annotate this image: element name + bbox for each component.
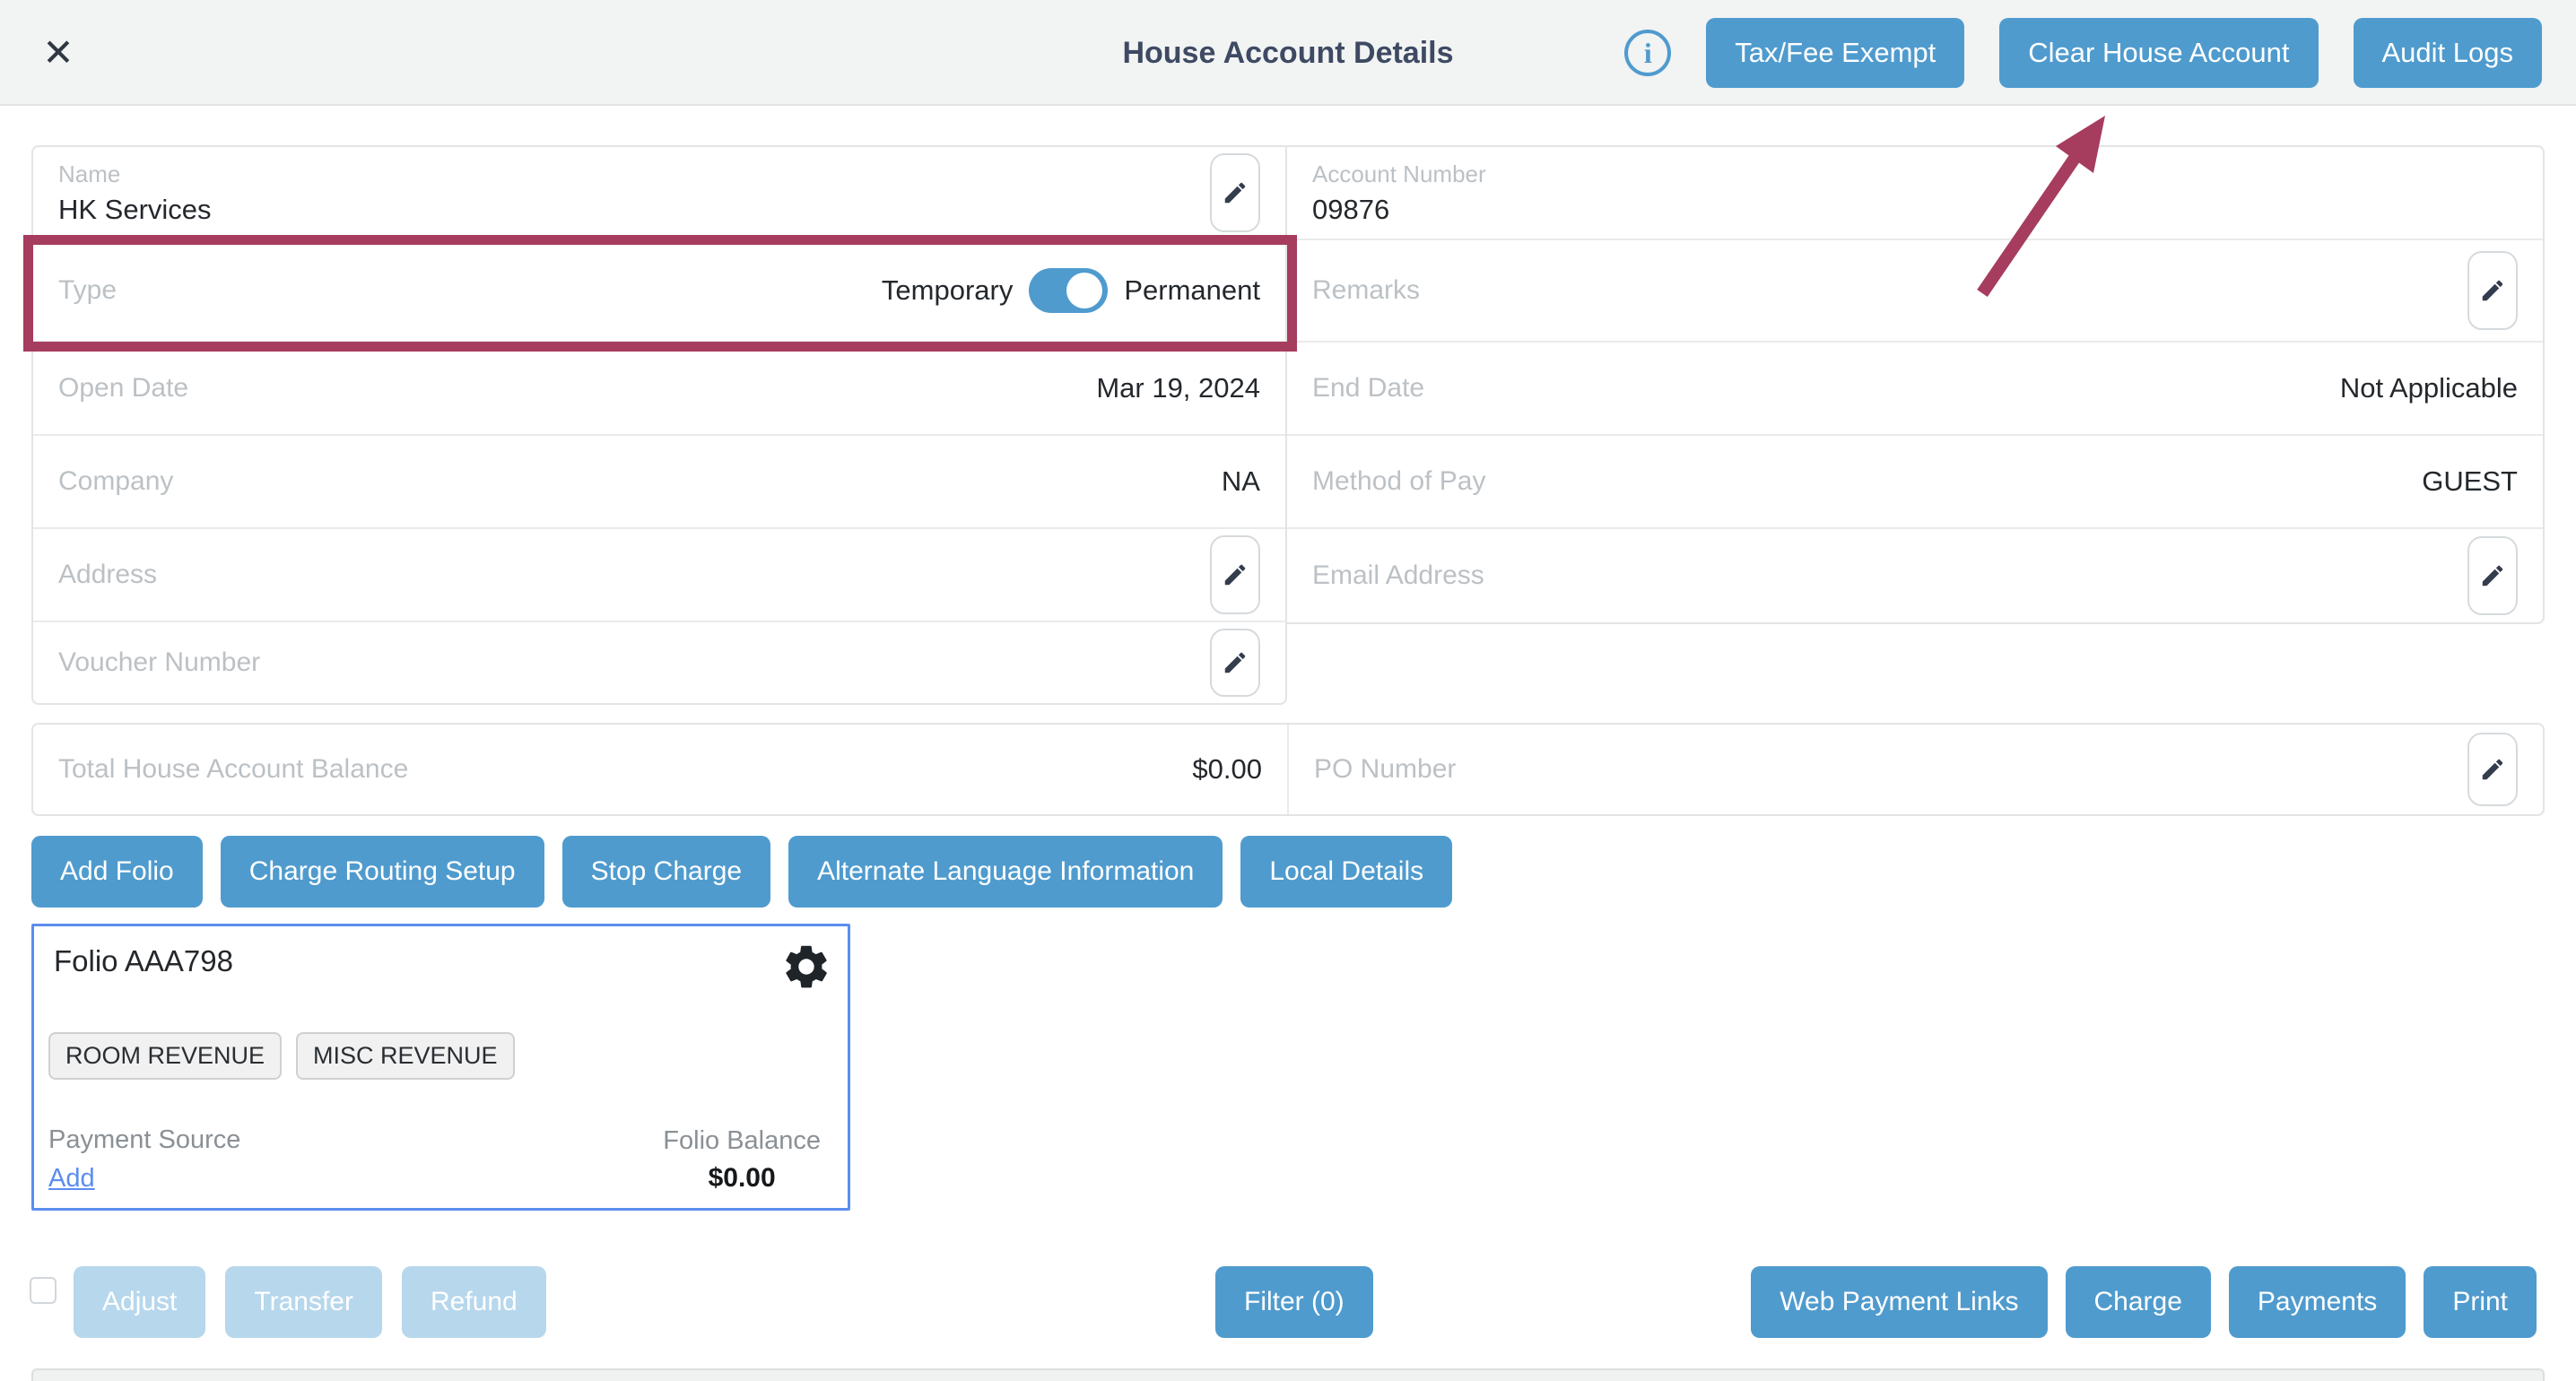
- edit-remarks-button[interactable]: [2467, 251, 2518, 330]
- web-payment-links-button[interactable]: Web Payment Links: [1751, 1266, 2048, 1338]
- edit-email-button[interactable]: [2467, 536, 2518, 615]
- folio-title: Folio AAA798: [54, 944, 233, 977]
- edit-address-button[interactable]: [1210, 535, 1260, 614]
- payment-source-label: Payment Source: [48, 1125, 241, 1154]
- pencil-icon: [1224, 652, 1246, 673]
- stop-charge-button[interactable]: Stop Charge: [561, 836, 771, 908]
- payments-button[interactable]: Payments: [2228, 1266, 2406, 1338]
- end-date-label: End Date: [1312, 373, 1425, 403]
- edit-voucher-button[interactable]: [1210, 629, 1260, 697]
- folio-card[interactable]: Folio AAA798 ROOM REVENUE MISC REVENUE P…: [31, 924, 850, 1211]
- modal-header: House Account Details ✕ i Tax/Fee Exempt…: [0, 0, 2576, 106]
- remarks-label: Remarks: [1312, 275, 1421, 305]
- folio-chip: ROOM REVENUE: [48, 1032, 283, 1080]
- add-payment-source-link[interactable]: Add: [48, 1164, 95, 1193]
- account-number-label: Account Number: [1312, 160, 1486, 187]
- filter-button[interactable]: Filter (0): [1215, 1266, 1373, 1338]
- type-toggle-group: Temporary Permanent: [882, 268, 1260, 313]
- method-of-pay-label: Method of Pay: [1312, 466, 1486, 496]
- po-number-row: PO Number: [1287, 725, 2543, 814]
- edit-name-button[interactable]: [1210, 153, 1260, 232]
- email-address-row: Email Address: [1287, 529, 2543, 622]
- toggle-knob: [1066, 273, 1103, 308]
- form-left-column: Name HK Services Type Temporary Permanen…: [31, 145, 1287, 705]
- address-row: Address: [33, 529, 1285, 622]
- local-details-button[interactable]: Local Details: [1240, 836, 1453, 908]
- total-balance-row: Total House Account Balance $0.00: [33, 725, 1287, 814]
- name-value: HK Services: [58, 193, 212, 225]
- folio-actions: Add Folio Charge Routing Setup Stop Char…: [31, 836, 1453, 908]
- form-right-column: Account Number 09876 Remarks End Date No…: [1287, 145, 2545, 624]
- pencil-icon: [1224, 564, 1246, 586]
- refund-button[interactable]: Refund: [401, 1266, 546, 1338]
- select-all-checkbox[interactable]: [30, 1277, 57, 1304]
- header-actions: i Tax/Fee Exempt Clear House Account Aud…: [1624, 18, 2542, 88]
- add-folio-button[interactable]: Add Folio: [31, 836, 203, 908]
- charge-button[interactable]: Charge: [2065, 1266, 2211, 1338]
- toggle-off-label: Temporary: [881, 274, 1014, 306]
- voucher-number-row: Voucher Number: [33, 622, 1285, 703]
- tax-fee-exempt-button[interactable]: Tax/Fee Exempt: [1706, 18, 1965, 88]
- voucher-number-label: Voucher Number: [58, 647, 261, 677]
- name-field-row: Name HK Services: [33, 147, 1285, 240]
- folio-balance-value: $0.00: [708, 1163, 776, 1193]
- toggle-on-label: Permanent: [1124, 274, 1260, 306]
- po-number-label: PO Number: [1314, 754, 1457, 784]
- end-date-row: End Date Not Applicable: [1287, 343, 2543, 436]
- folio-settings-button[interactable]: [778, 939, 835, 996]
- page-title: House Account Details: [1122, 36, 1454, 70]
- audit-logs-button[interactable]: Audit Logs: [2353, 18, 2542, 88]
- address-label: Address: [58, 560, 158, 589]
- pencil-icon: [2482, 759, 2503, 780]
- remarks-row: Remarks: [1287, 240, 2543, 343]
- close-icon[interactable]: ✕: [34, 29, 83, 77]
- open-date-value: Mar 19, 2024: [1096, 372, 1260, 404]
- total-balance-label: Total House Account Balance: [58, 754, 409, 784]
- pencil-icon: [2482, 280, 2503, 301]
- open-date-label: Open Date: [58, 373, 189, 403]
- folio-balance-label: Folio Balance: [663, 1126, 821, 1155]
- type-label: Type: [58, 275, 117, 305]
- alternate-language-information-button[interactable]: Alternate Language Information: [788, 836, 1223, 908]
- company-row: Company NA: [33, 436, 1285, 529]
- end-date-value: Not Applicable: [2339, 372, 2518, 404]
- name-label: Name: [58, 160, 121, 187]
- company-value: NA: [1221, 465, 1260, 497]
- balance-strip: Total House Account Balance $0.00 PO Num…: [31, 723, 2545, 816]
- type-toggle[interactable]: [1029, 268, 1109, 313]
- pencil-icon: [1224, 182, 1246, 204]
- total-balance-value: $0.00: [1192, 753, 1262, 785]
- print-button[interactable]: Print: [2424, 1266, 2537, 1338]
- pencil-icon: [2482, 565, 2503, 586]
- gear-icon: [786, 945, 827, 987]
- account-number-value: 09876: [1312, 193, 1390, 225]
- edit-po-number-button[interactable]: [2467, 733, 2518, 806]
- company-label: Company: [58, 466, 174, 496]
- method-of-pay-value: GUEST: [2422, 465, 2518, 497]
- transfer-button[interactable]: Transfer: [225, 1266, 382, 1338]
- account-number-row: Account Number 09876: [1287, 147, 2543, 240]
- folio-revenue-chips: ROOM REVENUE MISC REVENUE: [48, 1032, 515, 1080]
- clear-house-account-button[interactable]: Clear House Account: [1999, 18, 2319, 88]
- info-icon[interactable]: i: [1624, 30, 1672, 76]
- method-of-pay-row: Method of Pay GUEST: [1287, 436, 2543, 529]
- adjust-button[interactable]: Adjust: [74, 1266, 206, 1338]
- type-row: Type Temporary Permanent: [33, 240, 1285, 343]
- email-address-label: Email Address: [1312, 560, 1484, 590]
- folio-chip: MISC REVENUE: [296, 1032, 515, 1080]
- charge-routing-setup-button[interactable]: Charge Routing Setup: [220, 836, 544, 908]
- open-date-row: Open Date Mar 19, 2024: [33, 343, 1285, 436]
- table-header-strip: [31, 1368, 2545, 1381]
